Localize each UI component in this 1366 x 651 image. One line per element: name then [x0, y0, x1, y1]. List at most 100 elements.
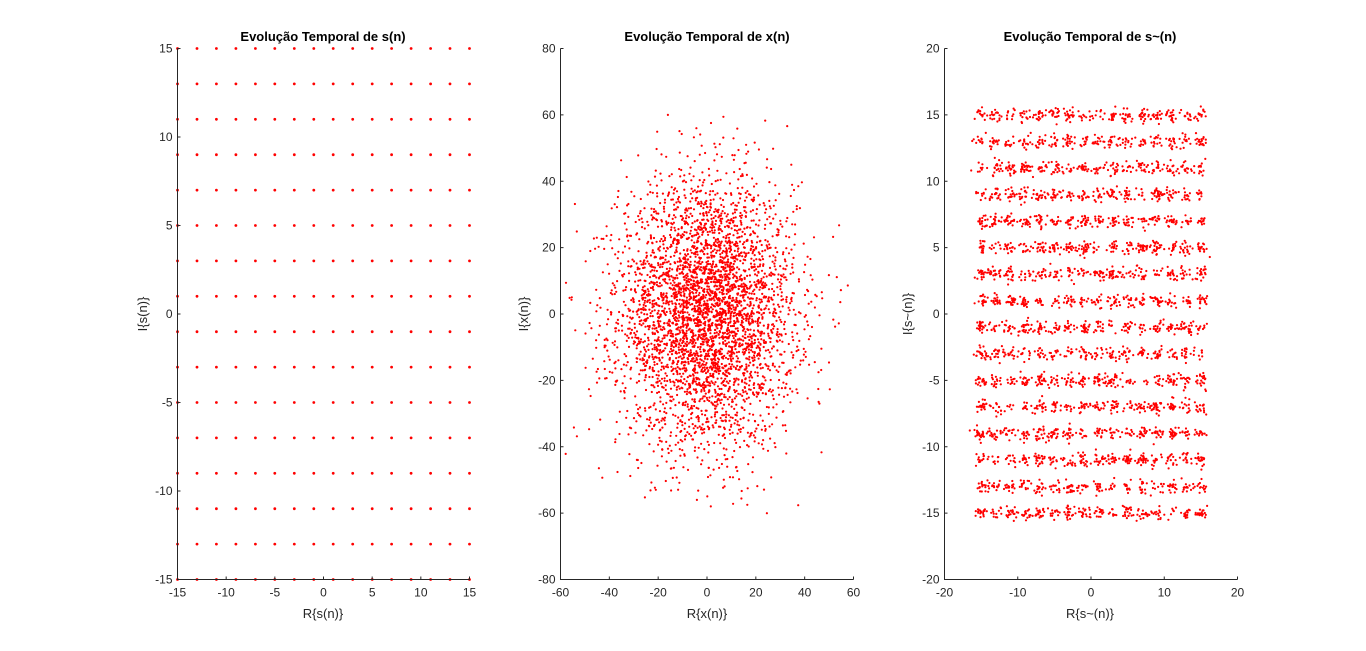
scatter-point [693, 264, 696, 267]
y-tick-label: 0 [549, 307, 556, 321]
scatter-point [664, 347, 667, 350]
scatter-point [685, 350, 689, 353]
scatter-point [704, 192, 707, 195]
scatter-point [711, 190, 715, 193]
scatter-point [743, 277, 746, 280]
scatter-point [745, 196, 748, 199]
scatter-point [717, 360, 720, 364]
scatter-point [685, 304, 688, 307]
scatter-point [749, 233, 752, 236]
x-tick-label: 5 [369, 586, 376, 600]
scatter-point [725, 344, 728, 348]
scatter-point [682, 249, 686, 252]
scatter-point [791, 335, 794, 338]
scatter-point [709, 336, 712, 339]
scatter-point [724, 309, 727, 313]
scatter-point [645, 293, 649, 297]
scatter-point [676, 317, 679, 320]
scatter-point [655, 147, 658, 151]
scatter-point [627, 307, 630, 310]
scatter-point [312, 188, 316, 192]
scatter-point [668, 444, 671, 447]
scatter-point [775, 233, 778, 237]
scatter-point [737, 287, 740, 290]
scatter-point [713, 388, 717, 391]
scatter-point [659, 245, 662, 248]
scatter-point [770, 167, 773, 171]
scatter-point [689, 341, 692, 344]
scatter-point [743, 285, 747, 288]
scatter-point [973, 302, 976, 305]
scatter-point [733, 249, 736, 252]
scatter-point [234, 294, 238, 298]
scatter-point [409, 224, 413, 227]
scatter-point [660, 340, 664, 343]
scatter-point [468, 365, 471, 369]
scatter-point [671, 268, 674, 271]
scatter-point [678, 286, 681, 289]
scatter-point [1058, 169, 1061, 172]
scatter-point [793, 243, 796, 246]
scatter-point [635, 420, 638, 423]
scatter-point [643, 407, 647, 410]
scatter-point [716, 363, 719, 366]
scatter-point [684, 342, 687, 345]
scatter-point [809, 335, 812, 338]
scatter-point [726, 317, 730, 320]
scatter-point [468, 82, 471, 86]
scatter-point [669, 312, 672, 315]
scatter-point [681, 341, 684, 345]
scatter-point [732, 312, 735, 315]
scatter-point [640, 217, 643, 220]
scatter-point [1165, 221, 1168, 224]
scatter-point [759, 259, 762, 262]
scatter-point [621, 251, 625, 254]
scatter-point [713, 364, 717, 367]
scatter-point [776, 251, 779, 254]
scatter-point [685, 231, 688, 234]
scatter-point [608, 358, 611, 361]
scatter-point [670, 341, 673, 344]
scatter-point [390, 471, 393, 475]
scatter-point [627, 272, 631, 275]
scatter-point [767, 288, 771, 291]
scatter-point [766, 327, 769, 330]
scatter-point [1114, 196, 1117, 199]
scatter-point [699, 354, 702, 358]
scatter-point [734, 413, 737, 416]
scatter-point [624, 288, 627, 291]
scatter-point [654, 408, 657, 411]
scatter-point [617, 189, 620, 193]
scatter-point [767, 365, 770, 368]
scatter-point [998, 324, 1001, 327]
scatter-point [696, 456, 699, 459]
scatter-point [668, 307, 671, 310]
scatter-point [720, 203, 723, 207]
scatter-point [770, 296, 773, 299]
scatter-point [672, 372, 675, 376]
scatter-point [678, 267, 681, 271]
scatter-point [781, 340, 784, 343]
scatter-point [626, 315, 629, 318]
scatter-point [757, 270, 760, 273]
scatter-point [720, 398, 723, 401]
scatter-point [778, 378, 781, 382]
scatter-point [733, 407, 736, 410]
scatter-point [734, 204, 737, 207]
scatter-point [626, 334, 629, 337]
scatter-point [744, 206, 747, 209]
scatter-point [1062, 487, 1066, 490]
scatter-point [692, 246, 696, 249]
scatter-point [767, 412, 770, 415]
scatter-point [312, 507, 316, 511]
scatter-point [714, 215, 717, 218]
scatter-point [638, 299, 641, 303]
scatter-point [753, 249, 756, 252]
scatter-point [623, 222, 627, 225]
scatter-point [653, 269, 656, 272]
scatter-point [695, 356, 698, 360]
scatter-point [331, 224, 335, 227]
scatter-point [732, 383, 735, 386]
scatter-point [735, 355, 738, 358]
scatter-point [1190, 333, 1193, 337]
